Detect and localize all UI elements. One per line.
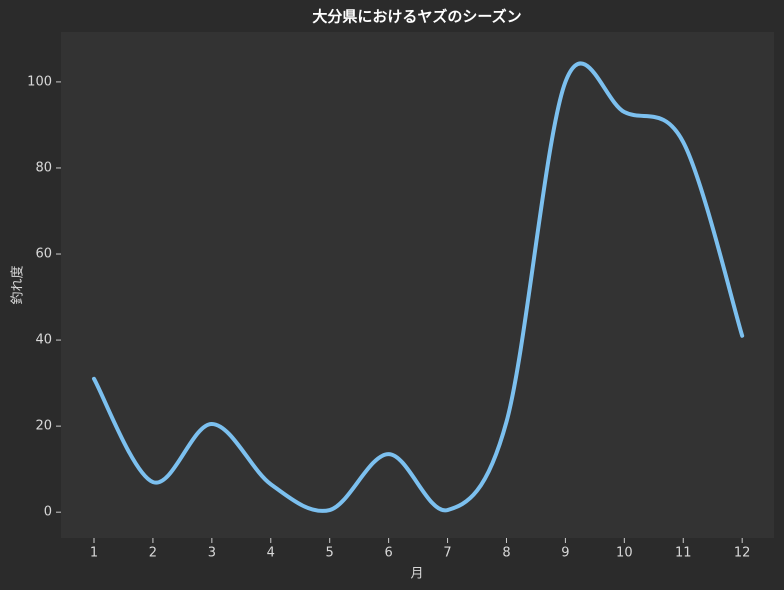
x-tick-label: 10 bbox=[616, 546, 633, 561]
x-tick-label: 5 bbox=[326, 546, 334, 561]
chart-title: 大分県におけるヤズのシーズン bbox=[312, 8, 521, 26]
x-axis-label: 月 bbox=[410, 567, 423, 582]
x-tick-label: 2 bbox=[149, 546, 157, 561]
plot-area bbox=[61, 32, 774, 538]
x-tick-label: 7 bbox=[443, 546, 451, 561]
line bbox=[91, 61, 745, 513]
y-tick-label: 20 bbox=[35, 419, 52, 434]
x-tick-label: 1 bbox=[90, 546, 98, 561]
x-tick-label: 8 bbox=[502, 546, 510, 561]
y-tick-label: 100 bbox=[27, 74, 52, 89]
y-tick-label: 0 bbox=[44, 505, 52, 520]
y-tick-label: 80 bbox=[35, 160, 52, 175]
x-tick-label: 6 bbox=[384, 546, 392, 561]
x-tick-label: 3 bbox=[208, 546, 216, 561]
x-tick-label: 12 bbox=[734, 546, 751, 561]
y-tick-label: 60 bbox=[35, 247, 52, 262]
y-tick-label: 40 bbox=[35, 333, 52, 348]
x-tick-label: 9 bbox=[561, 546, 569, 561]
x-tick-label: 4 bbox=[267, 546, 275, 561]
x-tick-label: 11 bbox=[675, 546, 692, 561]
y-axis-label: 釣れ度 bbox=[10, 265, 26, 304]
